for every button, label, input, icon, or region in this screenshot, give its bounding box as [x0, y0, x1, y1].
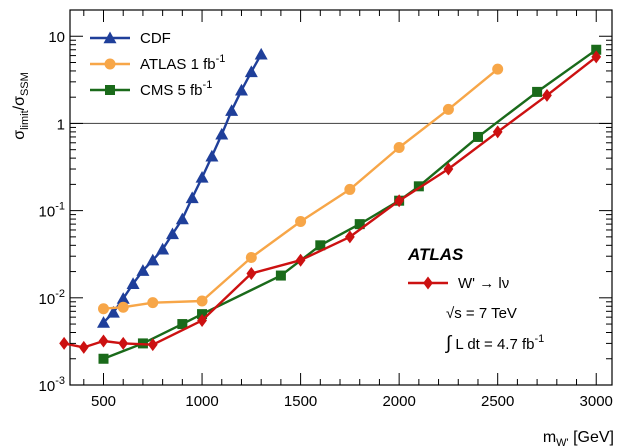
y-axis-title: σlimit/σSSM — [11, 72, 31, 140]
y-tick-label: 1 — [57, 116, 65, 133]
series-diamond-3 — [59, 50, 602, 354]
x-tick-label: 2000 — [382, 393, 415, 410]
series-triangle-0 — [97, 47, 268, 328]
data-point — [59, 336, 69, 350]
x-tick-label: 2500 — [481, 393, 514, 410]
series-line — [103, 68, 499, 310]
data-point — [244, 65, 258, 78]
data-point — [245, 251, 257, 263]
data-point — [295, 253, 306, 267]
data-point — [106, 305, 120, 318]
x-tick-label: 3000 — [580, 393, 613, 410]
data-point — [197, 313, 207, 327]
series-line — [103, 48, 597, 360]
data-point — [177, 319, 188, 330]
y-tick-label: 10 — [48, 29, 65, 46]
data-point — [147, 338, 158, 352]
plot-frame-layer — [69, 9, 613, 386]
x-tick-label: 1500 — [284, 393, 317, 410]
legend-label: CMS 5 fb-1 — [140, 79, 212, 99]
data-point — [196, 295, 208, 307]
legend-label: W' → lν — [458, 275, 509, 292]
experiment-label: ATLAS — [407, 245, 464, 264]
legend-entry: ATLAS 1 fb-1 — [90, 53, 225, 73]
data-point — [591, 44, 602, 55]
data-point — [394, 194, 405, 208]
data-point — [116, 292, 130, 304]
y-tick-label: 10-3 — [39, 375, 65, 395]
legend-marker — [103, 31, 117, 44]
data-point — [78, 340, 89, 354]
data-point — [165, 227, 179, 240]
data-point — [118, 336, 129, 350]
data-point — [97, 316, 111, 328]
legend-entry-wprime: W' → lν — [408, 275, 509, 292]
data-point — [472, 131, 483, 142]
data-point — [295, 216, 307, 228]
plot-frame — [69, 9, 613, 386]
y-tick-label: 10-2 — [39, 288, 65, 308]
legend-marker — [105, 85, 115, 95]
data-point — [492, 125, 503, 139]
data-point — [591, 50, 602, 64]
data-point — [393, 141, 405, 153]
data-point — [443, 162, 454, 176]
series-circle-1 — [98, 63, 504, 315]
data-point — [146, 253, 160, 266]
data-point — [98, 334, 109, 348]
data-point — [492, 63, 504, 75]
axis-layer: 500 1000 1500 2000 2500 3000 10-3 10-2 10-1 1 10 mW… — [11, 9, 614, 448]
data-point — [542, 88, 552, 102]
data-point — [205, 149, 219, 162]
data-point — [195, 170, 209, 183]
data-point — [175, 212, 189, 225]
data-point — [532, 86, 543, 97]
data-point — [246, 267, 257, 281]
legend-entry: CMS 5 fb-1 — [90, 79, 212, 99]
data-point — [215, 127, 229, 140]
series-layer — [59, 44, 602, 364]
x-tick-label: 1000 — [185, 393, 218, 410]
x-axis-title: mW' [GeV] — [543, 429, 614, 448]
data-point — [254, 47, 268, 60]
legend-label: ATLAS 1 fb-1 — [140, 53, 225, 73]
data-point — [442, 103, 454, 115]
legend-marker — [423, 276, 433, 290]
data-point — [136, 264, 150, 276]
data-point — [126, 277, 140, 289]
data-point — [354, 219, 365, 230]
x-tick-label: 500 — [91, 393, 116, 410]
legend-marker — [104, 58, 116, 70]
legend: CDF ATLAS 1 fb-1 CMS 5 fb-1 W' → lν — [90, 30, 509, 292]
data-point — [98, 353, 109, 364]
data-point — [234, 83, 248, 96]
data-point — [225, 104, 239, 116]
luminosity-label: ∫ L dt = 4.7 fb-1 — [445, 333, 544, 354]
data-point — [147, 297, 159, 309]
data-point — [98, 303, 110, 315]
data-point — [117, 301, 129, 313]
energy-label: √s = 7 TeV — [446, 305, 517, 322]
data-point — [315, 240, 326, 251]
y-tick-label: 10-1 — [39, 201, 65, 221]
data-point — [413, 181, 424, 192]
legend-entry: CDF — [90, 30, 171, 47]
data-point — [275, 270, 286, 281]
data-point — [185, 191, 199, 204]
legend-label: CDF — [140, 30, 171, 47]
data-point — [344, 183, 356, 195]
data-point — [156, 242, 170, 255]
annotation-layer: ATLAS √s = 7 TeV ∫ L dt = 4.7 fb-1 — [407, 245, 544, 354]
data-point — [344, 230, 355, 244]
